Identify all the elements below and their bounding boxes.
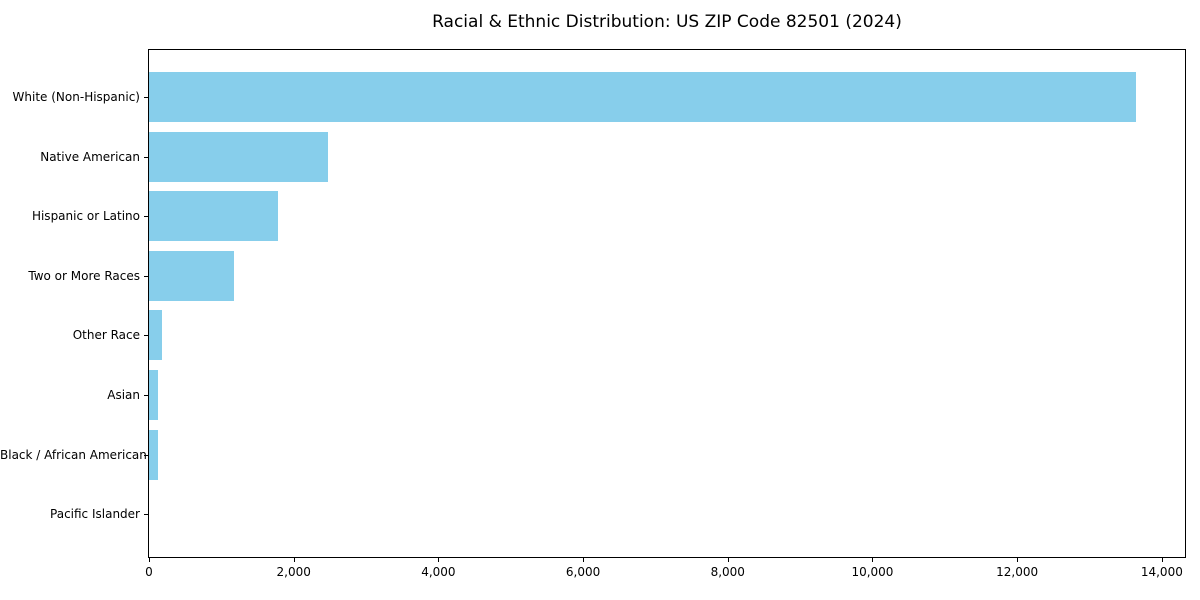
y-tick-mark (144, 156, 148, 158)
y-tick-mark (144, 514, 148, 516)
x-tick-mark (149, 558, 150, 562)
x-tick-label: 6,000 (565, 565, 601, 579)
y-tick-mark (144, 216, 148, 218)
x-tick-label: 2,000 (276, 565, 311, 579)
y-axis-label-pacific-islander: Pacific Islander (50, 507, 140, 522)
x-tick-mark (1017, 558, 1019, 562)
bar-native-american (149, 131, 328, 182)
y-tick-mark (144, 454, 148, 456)
x-tick-label: 4,000 (421, 565, 456, 579)
x-tick-mark (583, 558, 585, 562)
bar-two-or-more-races (149, 250, 234, 301)
x-tick-label: 0 (145, 565, 153, 579)
y-axis-label-white-non-hispanic: White (Non-Hispanic) (12, 90, 140, 104)
y-tick-mark (144, 335, 148, 337)
x-tick-mark (727, 558, 729, 562)
y-axis-label-black-african-american: Black / African American (0, 447, 147, 462)
y-axis-label-asian: Asian (107, 388, 140, 402)
plot-area (148, 49, 1186, 558)
x-tick-mark (293, 558, 295, 562)
x-tick-label: 10,000 (851, 565, 894, 579)
y-axis-label-hispanic-or-latino: Hispanic or Latino (31, 209, 140, 224)
y-axis-label-two-or-more-races: Two or More Races (28, 268, 140, 283)
y-tick-mark (144, 97, 148, 98)
x-tick-label: 12,000 (996, 565, 1039, 579)
y-tick-mark (144, 395, 148, 396)
chart-title: Racial & Ethnic Distribution: US ZIP Cod… (432, 12, 902, 32)
bar-other-race (149, 310, 163, 361)
y-tick-mark (144, 275, 148, 277)
x-tick-mark (872, 558, 874, 562)
bar-asian (149, 370, 159, 420)
bar-black-african-american (149, 429, 158, 480)
y-axis-label-native-american: Native American (40, 149, 140, 164)
bar-white-non-hispanic (149, 72, 1136, 122)
y-axis-label-other-race: Other Race (72, 328, 140, 343)
x-tick-label: 8,000 (710, 565, 745, 579)
x-tick-label: 14,000 (1140, 565, 1183, 579)
x-tick-mark (438, 558, 440, 562)
bar-hispanic-or-latino (149, 191, 278, 242)
x-tick-mark (1161, 558, 1163, 562)
